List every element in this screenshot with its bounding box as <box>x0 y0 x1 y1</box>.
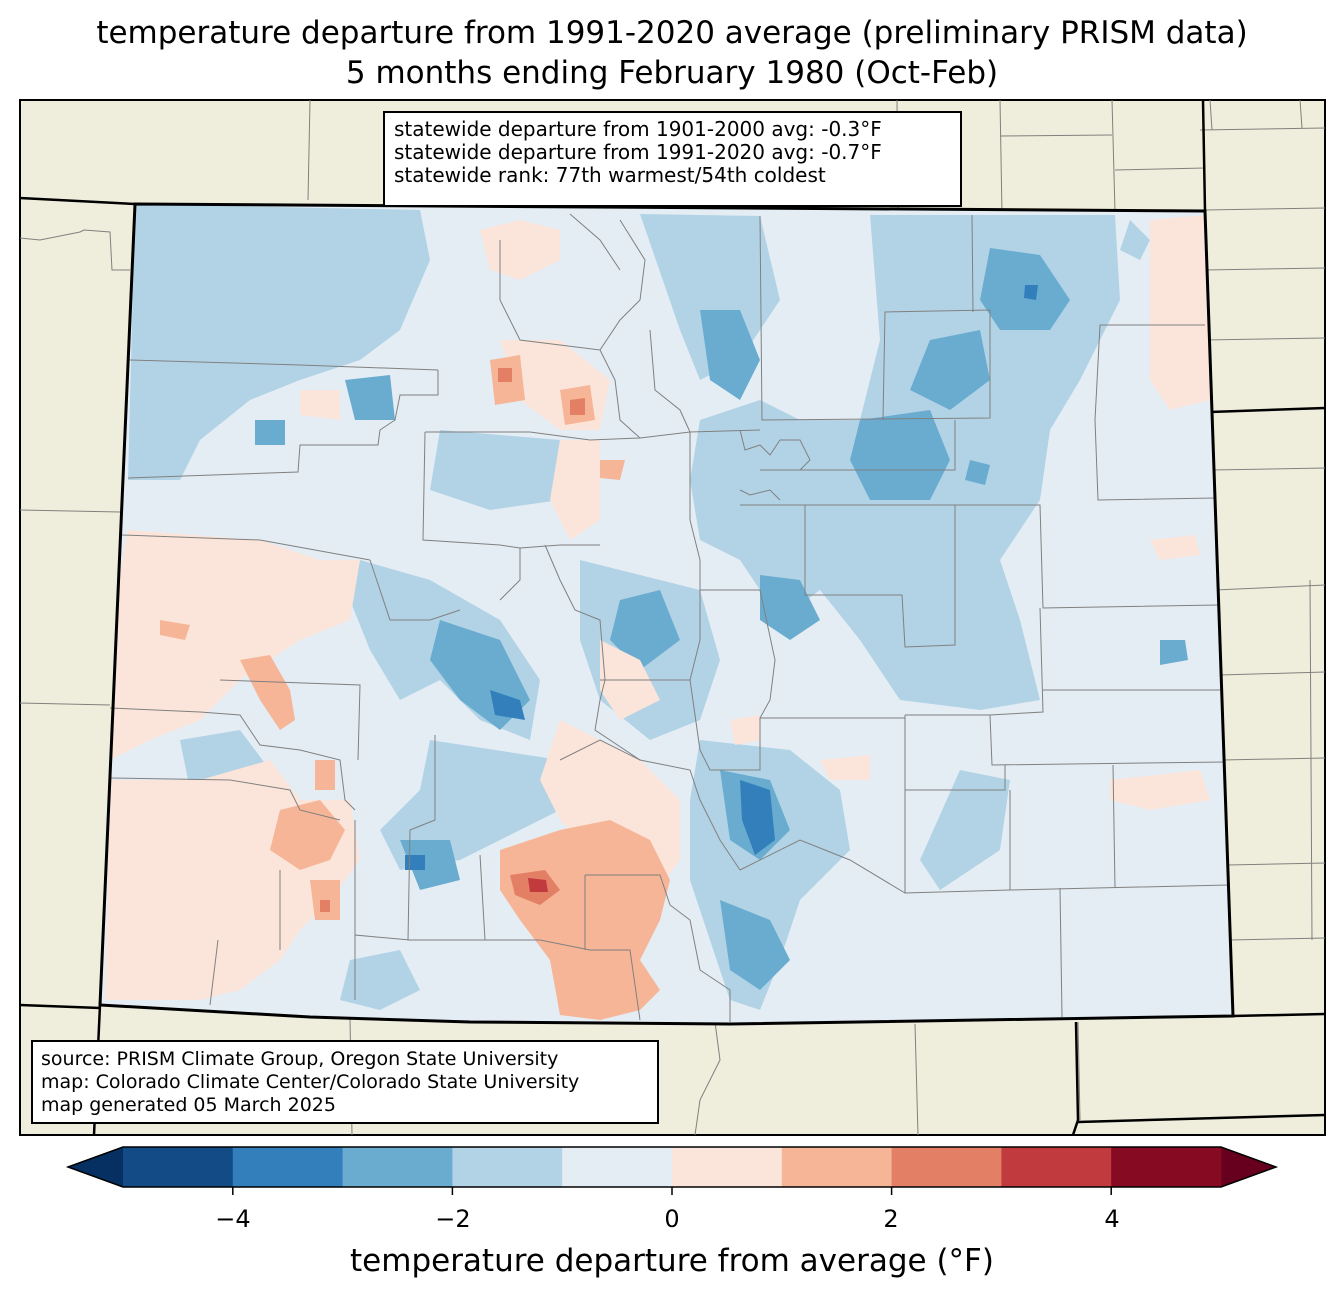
colorbar-bin <box>452 1147 563 1187</box>
colorbar-bin <box>123 1147 234 1187</box>
colorado-temperature-map <box>19 99 1326 1136</box>
colorbar-bin <box>562 1147 673 1187</box>
statewide-stats-box: statewide departure from 1901-2000 avg: … <box>383 111 962 207</box>
credits-box: source: PRISM Climate Group, Oregon Stat… <box>31 1040 659 1124</box>
county-lines <box>109 213 1229 1022</box>
colorbar-under-arrow <box>68 1147 123 1187</box>
colorbar-bin <box>1001 1147 1112 1187</box>
stats-rank: statewide rank: 77th warmest/54th coldes… <box>394 163 826 187</box>
departure-plus-3-to-4 <box>528 878 548 892</box>
colorbar-bin <box>1111 1147 1222 1187</box>
credits-map: map: Colorado Climate Center/Colorado St… <box>41 1071 580 1093</box>
colorado-border <box>98 202 1235 1026</box>
colorbar-tick-label: −2 <box>435 1205 471 1233</box>
colorbar-bin <box>342 1147 453 1187</box>
colorbar-bin <box>781 1147 893 1187</box>
stats-departure-1991-2020: statewide departure from 1991-2020 avg: … <box>394 140 882 164</box>
temperature-field <box>100 204 1233 1024</box>
colorbar-label: temperature departure from average (°F) <box>350 1243 994 1279</box>
colorbar-over-arrow <box>1221 1147 1276 1187</box>
colorbar-tick-label: 4 <box>1104 1205 1120 1233</box>
map-subtitle: 5 months ending February 1980 (Oct-Feb) <box>345 55 999 91</box>
neighbor-county-lines <box>19 99 1326 1136</box>
map-title: temperature departure from 1991-2020 ave… <box>96 15 1248 51</box>
credits-generated: map generated 05 March 2025 <box>41 1094 336 1116</box>
colorbar-bin <box>232 1147 344 1187</box>
colorbar-tick-label: 0 <box>664 1205 680 1233</box>
colorbar-bin <box>891 1147 1002 1187</box>
colorbar-outline <box>65 1146 1279 1188</box>
departure-minus-3-to-4 <box>405 285 1038 870</box>
credits-source: source: PRISM Climate Group, Oregon Stat… <box>41 1048 559 1070</box>
colorbar-bin <box>672 1147 783 1187</box>
stats-departure-1901-2000: statewide departure from 1901-2000 avg: … <box>394 117 882 141</box>
colorbar-tick-label: −4 <box>215 1205 251 1233</box>
colorbar-tick-label: 2 <box>883 1205 899 1233</box>
